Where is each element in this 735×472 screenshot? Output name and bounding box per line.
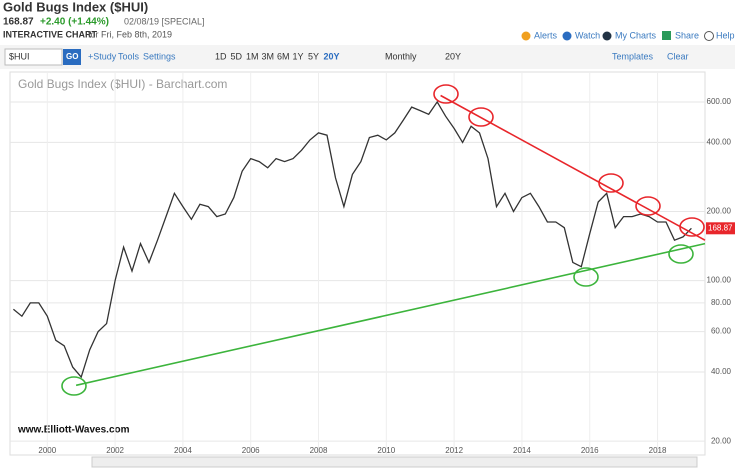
annotation-circle <box>635 196 661 216</box>
symbol-input[interactable] <box>4 48 63 66</box>
x-tick-label: 2018 <box>649 446 667 455</box>
x-tick-label: 2016 <box>581 446 599 455</box>
interval-select[interactable]: Monthly <box>385 51 417 61</box>
annotation-circle <box>679 217 705 237</box>
change: +2.40 (+1.44%) <box>40 17 109 28</box>
mycharts-link[interactable]: My Charts <box>615 30 657 40</box>
y-tick-label: 600.00 <box>707 97 732 106</box>
range-button[interactable]: 5Y <box>308 51 319 61</box>
price-line <box>12 100 692 379</box>
y-tick-label: 100.00 <box>707 276 732 285</box>
x-tick-label: 2002 <box>106 446 124 455</box>
chart-kind: INTERACTIVE CHART <box>3 29 98 39</box>
chart-for: for Fri, Feb 8th, 2019 <box>88 29 172 39</box>
x-tick-label: 2006 <box>242 446 260 455</box>
date: 02/08/19 [SPECIAL] <box>124 16 205 26</box>
share-link[interactable]: Share <box>675 30 699 40</box>
alerts-icon <box>521 31 531 41</box>
range-button[interactable]: 1Y <box>293 51 304 61</box>
x-tick-label: 2014 <box>513 446 531 455</box>
alerts-link[interactable]: Alerts <box>534 30 558 40</box>
annotation-circle <box>598 173 624 193</box>
range-button[interactable]: 3M <box>262 51 275 61</box>
range-button[interactable]: 5D <box>231 51 243 61</box>
tool-button[interactable]: Settings <box>143 51 176 61</box>
x-tick-label: 2012 <box>445 446 463 455</box>
plot: 20.00 40.00 60.00 80.00 100.00 200.00 400.00 60… <box>10 72 735 455</box>
symbol-title: Gold Bugs Index ($HUI) <box>3 0 148 14</box>
header-links: Alerts Watch My Charts Share Help <box>521 30 735 41</box>
annotation-circle <box>668 244 694 264</box>
share-icon <box>662 31 671 40</box>
help-link[interactable]: Help <box>716 30 735 40</box>
y-tick-label: 20.00 <box>711 436 732 445</box>
scrollbar[interactable] <box>91 456 698 468</box>
y-tick-label: 40.00 <box>711 367 732 376</box>
y-tick-label: 400.00 <box>707 137 732 146</box>
annotation-circle <box>468 107 494 127</box>
symbol-value: $HUI <box>9 51 30 61</box>
trend-line <box>440 94 706 241</box>
watch-icon <box>562 31 572 41</box>
toolbar <box>0 45 735 69</box>
annotation-circle <box>61 376 87 396</box>
templates-button[interactable]: Templates <box>612 51 654 61</box>
period-select[interactable]: 20Y <box>445 51 461 61</box>
go-button[interactable] <box>63 49 81 65</box>
watch-link[interactable]: Watch <box>575 30 600 40</box>
last-price-tag <box>706 222 735 235</box>
x-tick-label: 2010 <box>377 446 395 455</box>
clear-button[interactable]: Clear <box>667 51 689 61</box>
x-tick-label: 2008 <box>310 446 328 455</box>
y-tick-label: 80.00 <box>711 298 732 307</box>
range-button[interactable]: 1M <box>246 51 259 61</box>
x-tick-label: 2000 <box>38 446 56 455</box>
last-price-label: 168.87 <box>708 223 733 232</box>
toolbar-items: +Study Tools Settings 1D 5D 1M 3M 6M 1Y 5Y 20Y <box>88 51 340 61</box>
help-icon <box>704 31 714 41</box>
go-label: GO <box>66 52 78 61</box>
watermark: www.Elliott-Waves.com <box>17 425 130 436</box>
price: 168.87 <box>3 17 34 28</box>
tool-button[interactable]: +Study <box>88 51 117 61</box>
trend-line <box>75 242 706 387</box>
chart-title: Gold Bugs Index ($HUI) - Barchart.com <box>18 77 227 91</box>
y-tick-label: 200.00 <box>707 207 732 216</box>
y-tick-label: 60.00 <box>711 327 732 336</box>
annotation-circle <box>433 84 459 104</box>
plot-area <box>9 71 706 456</box>
range-button[interactable]: 1D <box>215 51 227 61</box>
range-button[interactable]: 6M <box>277 51 290 61</box>
range-button[interactable]: 20Y <box>324 51 340 61</box>
tool-button[interactable]: Tools <box>118 51 140 61</box>
x-tick-label: 2004 <box>174 446 192 455</box>
mycharts-icon <box>602 31 612 41</box>
annotation-circle <box>573 267 599 287</box>
